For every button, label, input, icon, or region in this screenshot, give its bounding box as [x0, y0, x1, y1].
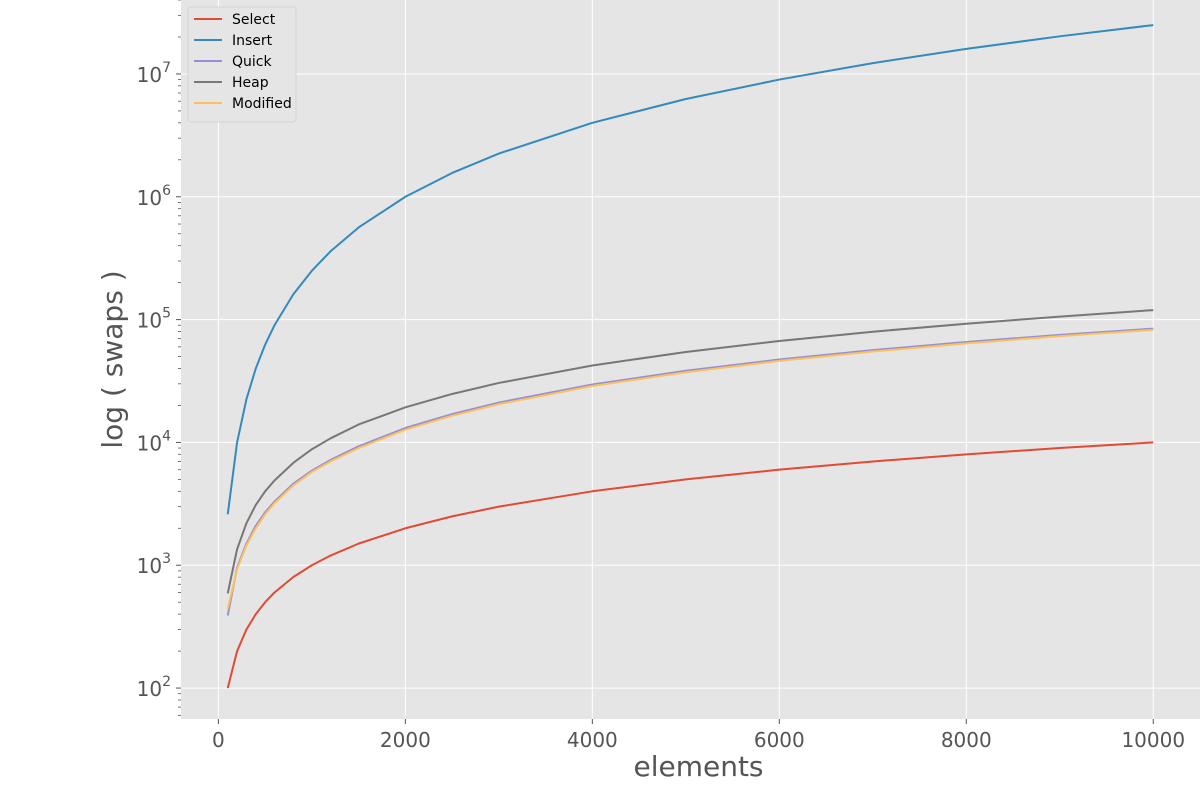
x-tick-label: 10000: [1121, 728, 1185, 752]
y-tick-base: 10: [137, 677, 162, 701]
series-layer: [226, 24, 1154, 689]
y-tick-base: 10: [137, 309, 162, 333]
legend: Select Insert Quick Heap Modified: [187, 6, 297, 123]
x-axis-ticks: 0 2000 4000 6000 8000 10000: [212, 719, 1185, 752]
legend-label-select: Select: [232, 12, 276, 28]
y-tick-label: 105: [137, 306, 171, 333]
legend-label-modified: Modified: [232, 96, 292, 112]
legend-label-heap: Heap: [232, 75, 269, 91]
series-line-quick: [226, 327, 1154, 616]
y-tick-exponent: 7: [162, 60, 171, 76]
legend-label-insert: Insert: [232, 33, 273, 49]
y-tick-exponent: 2: [162, 674, 171, 690]
x-tick-label: 6000: [754, 728, 805, 752]
x-tick-label: 8000: [941, 728, 992, 752]
y-tick-label: 106: [137, 183, 171, 210]
y-tick-base: 10: [137, 63, 162, 87]
y-tick-label: 103: [137, 551, 171, 578]
y-tick-label: 104: [137, 428, 171, 455]
y-tick-exponent: 3: [162, 551, 171, 567]
x-axis-label: elements: [633, 750, 763, 783]
x-tick-label: 2000: [380, 728, 431, 752]
plot-area: [181, 0, 1200, 719]
legend-label-quick: Quick: [232, 54, 272, 70]
series-line-select: [226, 441, 1154, 689]
y-tick-base: 10: [137, 186, 162, 210]
y-tick-exponent: 6: [162, 183, 171, 199]
y-tick-exponent: 4: [162, 428, 171, 444]
y-tick-label: 102: [137, 674, 171, 701]
y-axis-label: log ( swaps ): [96, 270, 129, 448]
series-line-modified: [226, 328, 1154, 610]
legend-box: [187, 6, 297, 123]
y-tick-exponent: 5: [162, 306, 171, 322]
x-tick-label: 4000: [567, 728, 618, 752]
y-tick-label: 107: [137, 60, 171, 87]
series-line-heap: [226, 309, 1154, 594]
y-tick-base: 10: [137, 431, 162, 455]
x-tick-label: 0: [212, 728, 225, 752]
series-line-insert: [226, 24, 1154, 515]
y-tick-base: 10: [137, 554, 162, 578]
